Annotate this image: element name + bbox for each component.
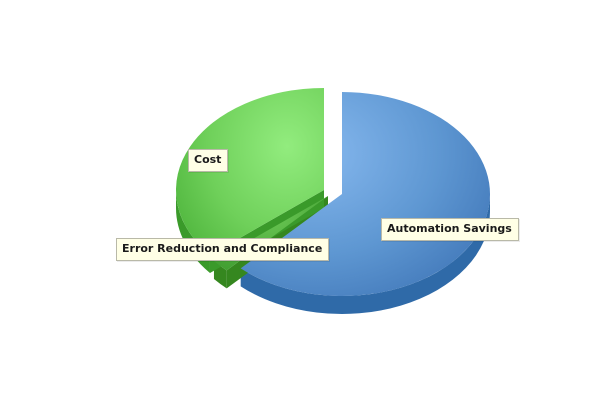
slice-label-cost: Cost xyxy=(188,149,229,172)
slice-side-0 xyxy=(240,194,490,314)
slice-cost[interactable] xyxy=(175,88,324,256)
slice-label-automation-savings: Automation Savings xyxy=(381,218,519,241)
slice-label-error-reduction-and-compliance: Error Reduction and Compliance xyxy=(116,238,330,261)
